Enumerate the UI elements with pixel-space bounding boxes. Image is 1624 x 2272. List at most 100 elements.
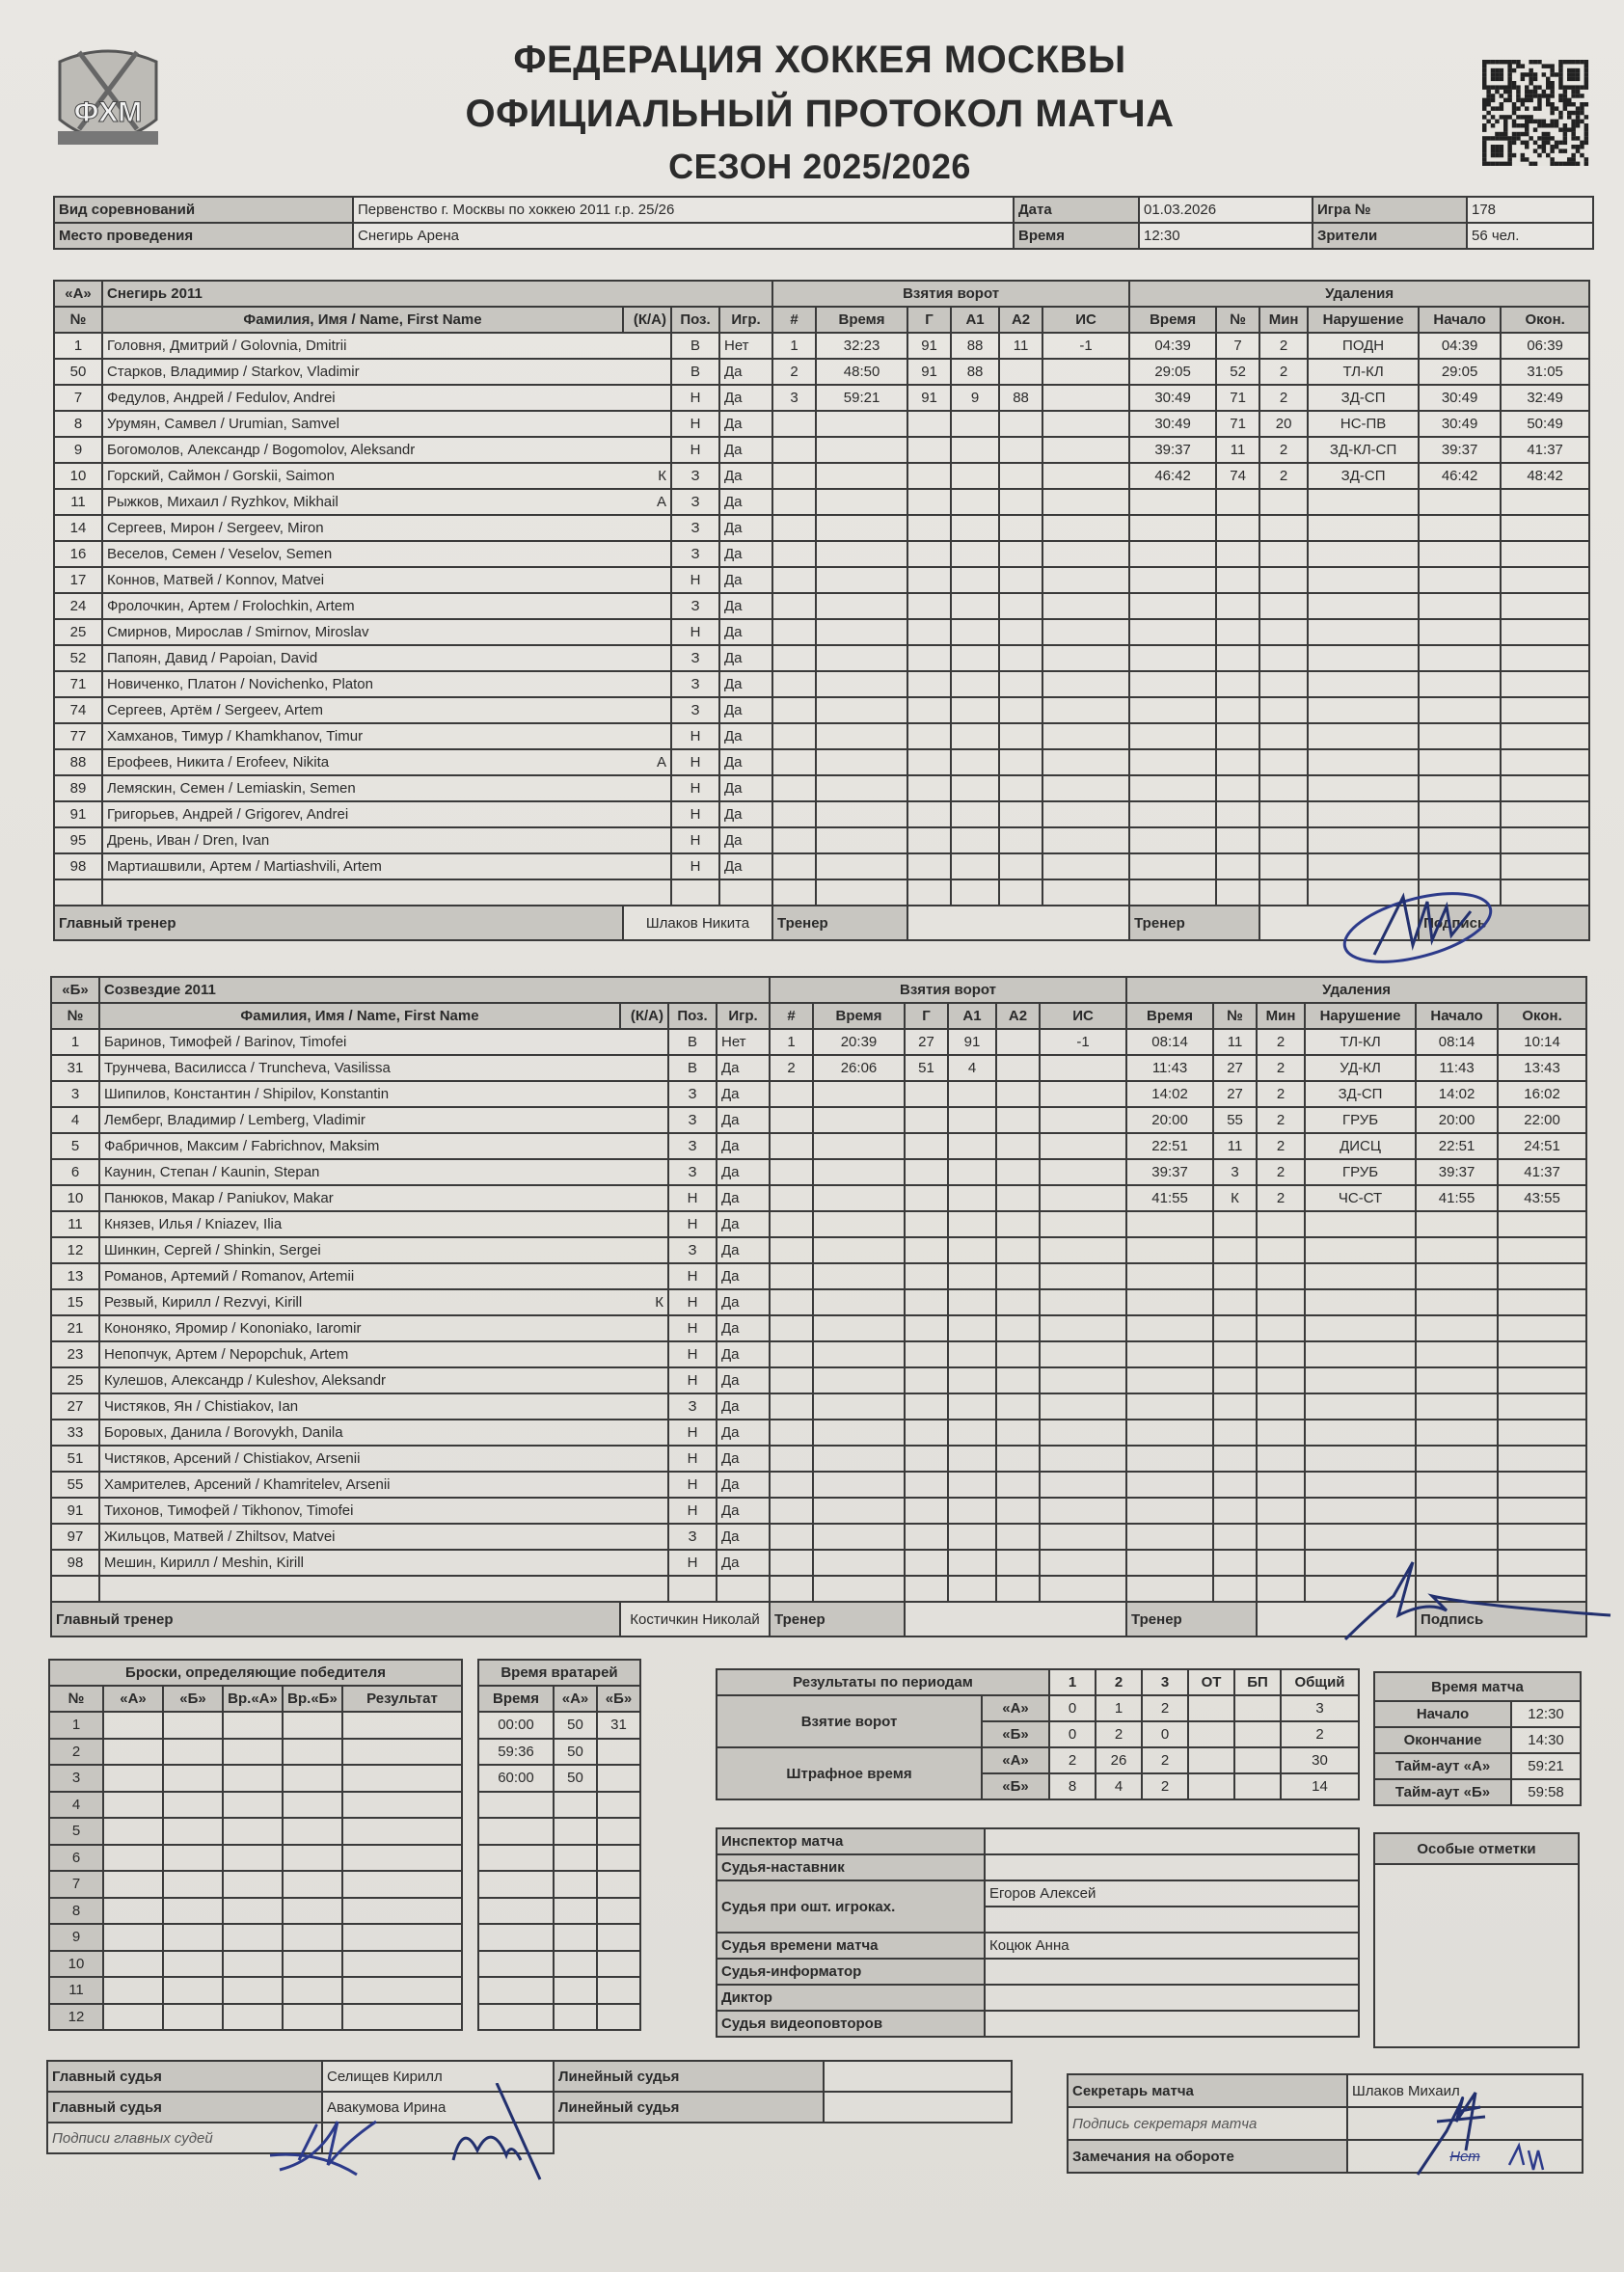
qr-module <box>1546 140 1551 146</box>
goal-assist-2 <box>998 540 1044 568</box>
qr-module <box>1541 119 1547 124</box>
player-captain-mark <box>620 1523 669 1551</box>
competition-label: Вид соревнований <box>53 196 354 224</box>
penalty-infraction <box>1304 1262 1418 1290</box>
player-name: Боровых, Данила / Borovykh, Danila <box>98 1419 620 1447</box>
coach-label: Тренер <box>771 905 909 941</box>
shootout-cell <box>162 1764 224 1793</box>
player-captain-mark <box>620 1262 669 1290</box>
qr-module <box>1571 72 1576 77</box>
penalty-start: 46:42 <box>1418 462 1502 490</box>
protocol-title: ОФИЦИАЛЬНЫЙ ПРОТОКОЛ МАТЧА <box>465 93 1175 135</box>
player-name: Новиченко, Платон / Novichenko, Platon <box>101 670 623 698</box>
qr-module <box>1575 76 1581 82</box>
goalie-a <box>553 1949 598 1978</box>
penalty-player <box>1212 1288 1259 1316</box>
qr-module <box>1546 85 1551 90</box>
linesman-1-label: Линейный судья <box>553 2060 825 2093</box>
penalty-infraction: ПОДН <box>1307 332 1421 360</box>
period-header-total: Общий <box>1280 1668 1360 1696</box>
linesman-2-name <box>823 2091 1013 2123</box>
penalty-player <box>1215 670 1261 698</box>
qr-module <box>1571 145 1576 149</box>
qr-module <box>1482 136 1487 141</box>
shootout-row: 9 <box>48 1923 463 1952</box>
player-position: Н <box>670 774 720 802</box>
player-number <box>53 879 103 906</box>
penalty-minutes <box>1256 1393 1307 1420</box>
coach-2-label: Тренер <box>1128 905 1261 941</box>
col-name: Фамилия, Имя / Name, First Name <box>101 306 624 334</box>
goal-time <box>815 592 909 620</box>
goal-strength <box>1038 1497 1128 1525</box>
goal-assist-2 <box>998 774 1044 802</box>
shootout-cell <box>222 1764 284 1793</box>
player-row: 17 Коннов, Матвей / Konnov, Matvei Н Да <box>53 566 1591 594</box>
goal-time <box>812 1549 906 1577</box>
player-number: 74 <box>53 696 103 724</box>
qr-module <box>1567 157 1572 162</box>
qr-module <box>1486 60 1491 65</box>
goal-strength <box>1042 384 1131 412</box>
team-label: «А» <box>53 280 103 308</box>
player-number: 11 <box>50 1210 100 1238</box>
penalty-minutes <box>1256 1366 1307 1394</box>
goal-time <box>812 1445 906 1473</box>
shootout-cell <box>102 1843 164 1872</box>
goalie-row <box>477 1896 641 1925</box>
qr-module <box>1516 94 1521 98</box>
penalty-time: 46:42 <box>1128 462 1218 490</box>
player-name: Федулов, Андрей / Fedulov, Andrei <box>101 384 623 412</box>
penalty-start <box>1415 1549 1500 1577</box>
player-row: 31 Трунчева, Василисса / Truncheva, Vasil… <box>50 1054 1588 1082</box>
goal-scorer <box>904 1471 949 1499</box>
goal-strength <box>1042 514 1131 542</box>
start-label: Начало <box>1373 1700 1512 1728</box>
penalty-minutes <box>1256 1445 1307 1473</box>
player-played: Да <box>717 540 774 568</box>
team-header-row: «А» Снегирь 2011 Взятия ворот Удаления <box>53 280 1591 308</box>
penalty-end <box>1500 852 1591 880</box>
col-p-time: Время <box>1128 306 1218 334</box>
qr-module <box>1571 102 1576 107</box>
goal-assist-2 <box>995 1575 1041 1603</box>
penalty-infraction: ТЛ-КЛ <box>1304 1028 1418 1056</box>
player-played: Да <box>717 566 774 594</box>
goal-assist-2 <box>998 748 1044 776</box>
player-row: 9 Богомолов, Александр / Bogomolov, Aleks… <box>53 436 1591 464</box>
col-p-no: № <box>1212 1002 1259 1030</box>
qr-module <box>1499 72 1504 77</box>
qr-module <box>1525 157 1529 162</box>
penalty-end <box>1500 566 1591 594</box>
inspector-label: Инспектор матча <box>716 1827 986 1855</box>
goal-number <box>771 670 818 698</box>
goal-assist-2 <box>998 410 1044 438</box>
player-row: 3 Шипилов, Константин / Shipilov, Konstan… <box>50 1080 1588 1108</box>
goal-assist-1 <box>947 1419 997 1447</box>
player-row: 91 Тихонов, Тимофей / Tikhonov, Timofei Н Д… <box>50 1497 1588 1525</box>
goalie-a <box>553 1923 598 1952</box>
penalty-time <box>1125 1288 1215 1316</box>
qr-module <box>1575 94 1581 98</box>
goal-assist-1 <box>947 1393 997 1420</box>
col-captain: (К/А) <box>619 1002 669 1030</box>
player-position: Н <box>667 1549 717 1577</box>
qr-module <box>1562 89 1568 95</box>
player-row <box>50 1575 1588 1603</box>
penalty-infraction <box>1307 748 1421 776</box>
team-label: «Б» <box>50 976 100 1004</box>
video-judge-label: Судья видеоповторов <box>716 2010 986 2038</box>
player-captain-mark: К <box>620 1288 669 1316</box>
qr-module <box>1580 110 1584 116</box>
qr-module <box>1529 97 1533 103</box>
goal-assist-1 <box>947 1471 997 1499</box>
shootout-col-1: «А» <box>102 1685 164 1713</box>
penalty-minutes: 2 <box>1259 384 1310 412</box>
goalie-row: 60:00 50 <box>477 1764 641 1793</box>
penalty-player <box>1215 800 1261 828</box>
goal-strength <box>1042 644 1131 672</box>
goalie-col-1: «А» <box>553 1685 598 1713</box>
shootout-cell <box>222 1711 284 1740</box>
player-number: 31 <box>50 1054 100 1082</box>
qr-module <box>1532 119 1538 124</box>
